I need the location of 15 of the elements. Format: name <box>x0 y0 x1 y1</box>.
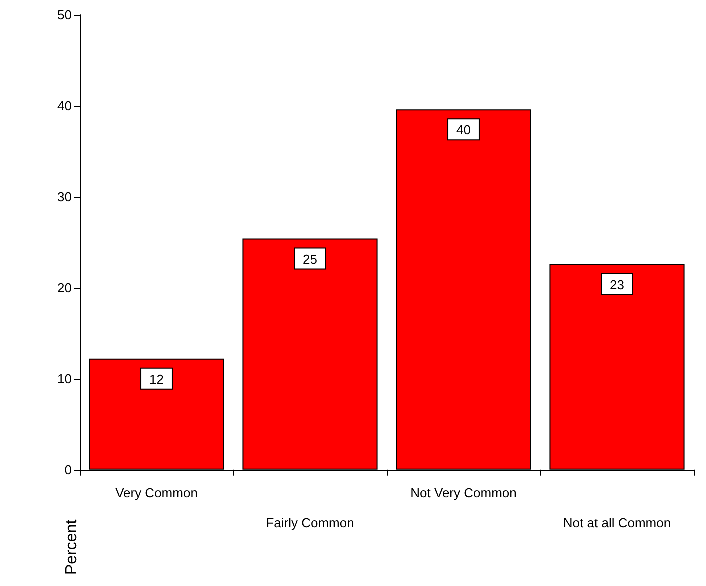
x-tick-label: Not Very Common <box>410 485 517 500</box>
x-tick-label: Very Common <box>116 485 198 500</box>
data-label: 23 <box>610 277 624 292</box>
data-label: 12 <box>150 372 164 387</box>
y-tick-label: 20 <box>58 280 72 296</box>
y-axis-title: Percent <box>64 519 80 575</box>
y-tick-label: 50 <box>58 8 72 22</box>
x-tick-label: Not at all Common <box>563 515 672 530</box>
data-label: 25 <box>303 252 318 267</box>
x-tick-label: Fairly Common <box>266 515 354 530</box>
y-tick-label: 0 <box>64 462 72 478</box>
y-tick-label: 40 <box>58 98 72 114</box>
data-label: 40 <box>456 122 471 138</box>
y-tick-label: 10 <box>58 371 72 386</box>
y-tick-label: 30 <box>58 189 72 204</box>
